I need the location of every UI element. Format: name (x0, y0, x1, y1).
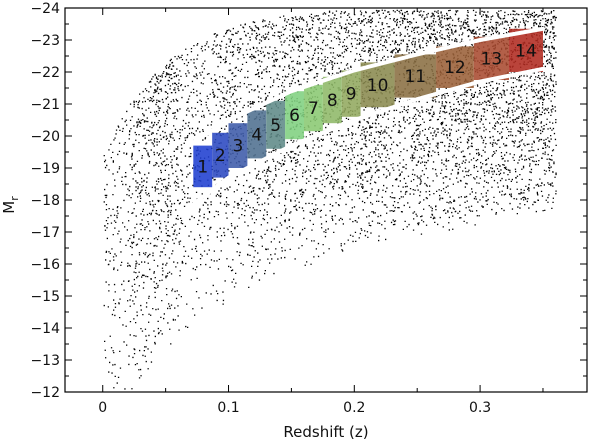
y-tick-label: −21 (30, 97, 60, 113)
bin-8-box (322, 76, 342, 124)
bin-4-box (247, 110, 267, 159)
selection-curve-upper (186, 26, 545, 148)
x-tick-label: 0 (98, 400, 107, 416)
y-tick-label: −14 (30, 321, 60, 337)
bin-12-box (436, 46, 474, 88)
x-axis-title: Redshift (z) (283, 423, 368, 441)
bin-8-label: 8 (327, 91, 338, 111)
x-tick-label: 0.1 (217, 400, 239, 416)
bin-9-box (341, 70, 361, 117)
selection-curve-lower (186, 66, 545, 210)
bin-11-box (394, 54, 437, 98)
y-tick-label: −19 (30, 161, 60, 177)
bin-13-box (473, 36, 510, 80)
bin-13-label: 13 (481, 49, 503, 69)
bin-12-label: 12 (444, 58, 466, 78)
bin-1-box (193, 145, 213, 188)
bin-6-box (285, 91, 304, 140)
x-tick-label: 0.3 (469, 400, 491, 416)
bin-7-label: 7 (308, 99, 319, 119)
bin-4-label: 4 (251, 125, 262, 145)
bin-10-label: 10 (367, 76, 389, 96)
bin-11-label: 11 (404, 67, 426, 87)
y-tick-label: −24 (30, 1, 60, 17)
y-tick-label: −13 (30, 353, 60, 369)
bin-14-box (509, 28, 543, 72)
bin-2-label: 2 (215, 146, 226, 166)
bin-3-box (228, 123, 248, 168)
y-tick-label: −18 (30, 193, 60, 209)
bin-14-label: 14 (515, 41, 537, 61)
magnitude-bins: 12 34 5 6 7 8 9 10 11 12 13 14 (193, 28, 543, 188)
bin-2-box (212, 132, 229, 178)
y-axis-title: Mr (0, 196, 21, 214)
bin-6-label: 6 (289, 106, 300, 126)
bin-7-box (303, 84, 323, 132)
axis-labels: 0 0.1 0.2 0.3 −12 −13 −14 −15 −16 −17 −18 −19 −20 −21… (30, 1, 491, 416)
y-axis-title-main: M (0, 201, 18, 214)
y-tick-label: −22 (30, 65, 60, 81)
y-axis-title-subscript: r (8, 196, 21, 201)
y-tick-label: −16 (30, 257, 60, 273)
bin-9-label: 9 (346, 85, 357, 105)
bin-1-label: 1 (197, 157, 208, 177)
axis-ticks (65, 7, 587, 393)
y-tick-label: −12 (30, 385, 60, 401)
selection-curves (186, 26, 545, 210)
y-tick-label: −20 (30, 129, 60, 145)
bin-10-box (360, 62, 395, 108)
x-tick-label: 0.2 (343, 400, 365, 416)
y-tick-label: −23 (30, 33, 60, 49)
y-tick-label: −15 (30, 289, 60, 305)
bin-5-label: 5 (270, 116, 281, 136)
bin-5-box (266, 100, 286, 149)
y-tick-label: −17 (30, 225, 60, 241)
bin-3-label: 3 (233, 137, 244, 157)
